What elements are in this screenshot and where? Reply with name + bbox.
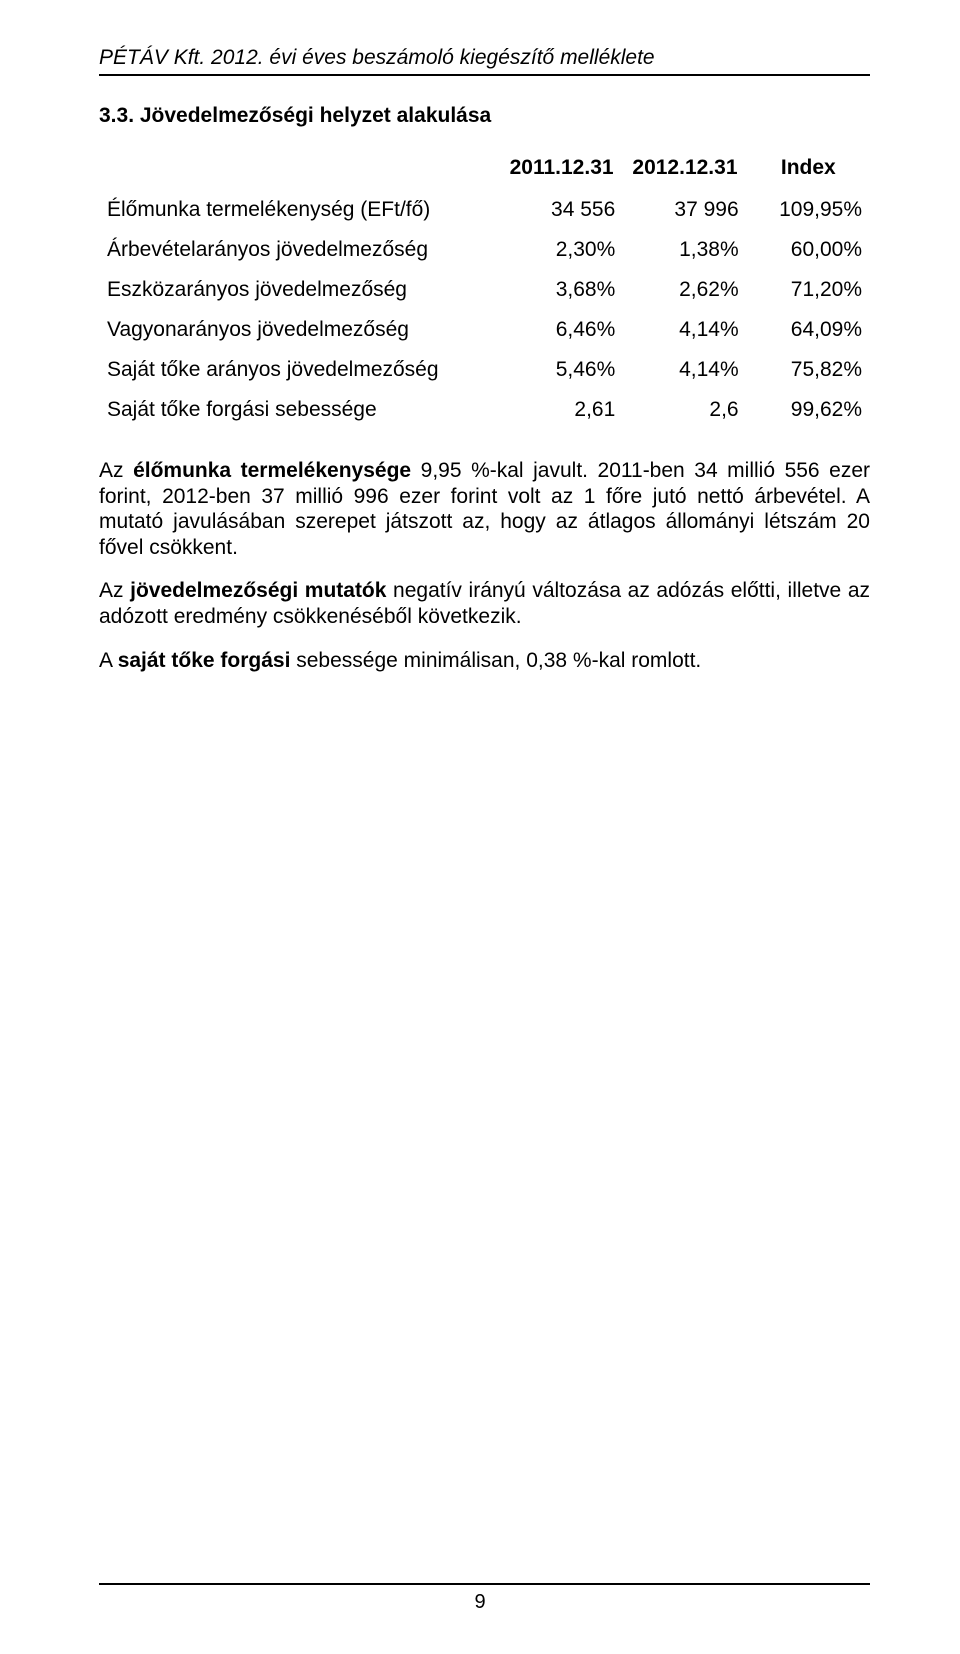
row-label: Eszközarányos jövedelmezőség (99, 270, 500, 310)
row-label: Saját tőke forgási sebessége (99, 390, 500, 430)
row-v2: 2,6 (623, 390, 746, 430)
page-number: 9 (0, 1591, 960, 1614)
row-v2: 1,38% (623, 230, 746, 270)
section-heading: 3.3. Jövedelmezőségi helyzet alakulása (99, 104, 870, 128)
row-v1: 5,46% (500, 350, 623, 390)
row-v1: 2,61 (500, 390, 623, 430)
paragraph-2: Az jövedelmezőségi mutatók negatív irány… (99, 578, 870, 629)
row-v1: 34 556 (500, 190, 623, 230)
p3-post: sebessége minimálisan, 0,38 %-kal romlot… (290, 649, 701, 672)
profitability-table: 2011.12.31 2012.12.31 Index Élőmunka ter… (99, 150, 870, 430)
row-v2: 4,14% (623, 310, 746, 350)
row-idx: 109,95% (747, 190, 870, 230)
table-row: Eszközarányos jövedelmezőség 3,68% 2,62%… (99, 270, 870, 310)
header-block: PÉTÁV Kft. 2012. évi éves beszámoló kieg… (99, 46, 870, 76)
table-row: Saját tőke arányos jövedelmezőség 5,46% … (99, 350, 870, 390)
table-row: Vagyonarányos jövedelmezőség 6,46% 4,14%… (99, 310, 870, 350)
row-label: Vagyonarányos jövedelmezőség (99, 310, 500, 350)
p2-pre: Az (99, 579, 130, 602)
p1-bold: élőmunka termelékenysége (133, 459, 411, 482)
col-header-blank (99, 150, 500, 190)
row-v1: 2,30% (500, 230, 623, 270)
row-v2: 4,14% (623, 350, 746, 390)
table-row: Élőmunka termelékenység (EFt/fő) 34 556 … (99, 190, 870, 230)
row-label: Saját tőke arányos jövedelmezőség (99, 350, 500, 390)
row-idx: 99,62% (747, 390, 870, 430)
table-row: Saját tőke forgási sebessége 2,61 2,6 99… (99, 390, 870, 430)
row-v2: 37 996 (623, 190, 746, 230)
p1-pre: Az (99, 459, 133, 482)
row-idx: 60,00% (747, 230, 870, 270)
row-idx: 64,09% (747, 310, 870, 350)
row-label: Élőmunka termelékenység (EFt/fő) (99, 190, 500, 230)
row-idx: 71,20% (747, 270, 870, 310)
p2-bold: jövedelmezőségi mutatók (130, 579, 386, 602)
row-idx: 75,82% (747, 350, 870, 390)
row-label: Árbevételarányos jövedelmezőség (99, 230, 500, 270)
col-header-2011: 2011.12.31 (500, 150, 623, 190)
row-v1: 3,68% (500, 270, 623, 310)
p3-pre: A (99, 649, 118, 672)
col-header-index: Index (747, 150, 870, 190)
page: PÉTÁV Kft. 2012. évi éves beszámoló kieg… (0, 0, 960, 1654)
paragraph-3: A saját tőke forgási sebessége minimális… (99, 648, 870, 674)
row-v1: 6,46% (500, 310, 623, 350)
footer-rule (99, 1583, 870, 1585)
table-header-row: 2011.12.31 2012.12.31 Index (99, 150, 870, 190)
page-footer: 9 (0, 1583, 960, 1614)
row-v2: 2,62% (623, 270, 746, 310)
p3-bold: saját tőke forgási (118, 649, 291, 672)
paragraph-1: Az élőmunka termelékenysége 9,95 %-kal j… (99, 458, 870, 560)
col-header-2012: 2012.12.31 (623, 150, 746, 190)
table-row: Árbevételarányos jövedelmezőség 2,30% 1,… (99, 230, 870, 270)
header-text: PÉTÁV Kft. 2012. évi éves beszámoló kieg… (99, 46, 870, 70)
